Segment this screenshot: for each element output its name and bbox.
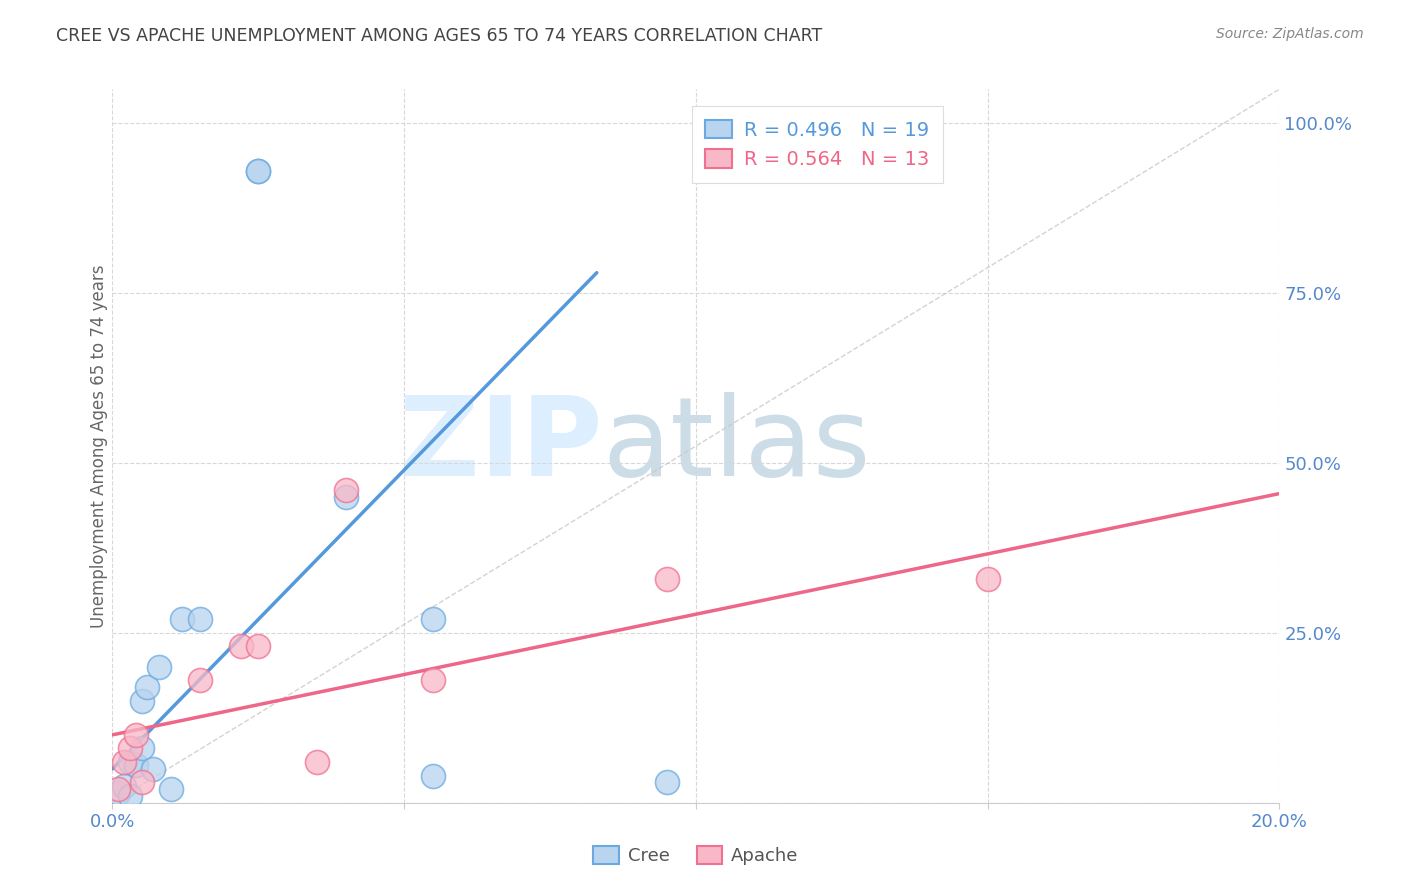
Text: ZIP: ZIP [399, 392, 603, 500]
Point [125, 728, 148, 742]
Point [305, 755, 328, 769]
Point [112, 755, 135, 769]
Point [655, 572, 678, 586]
Point [247, 163, 270, 178]
Point [131, 775, 153, 789]
Point [247, 640, 270, 654]
Point [335, 490, 357, 504]
Point [160, 782, 183, 797]
Point [118, 741, 141, 756]
Point [335, 483, 357, 498]
Legend: Cree, Apache: Cree, Apache [586, 839, 806, 872]
Point [142, 762, 165, 776]
Point [188, 612, 211, 626]
Point [131, 694, 153, 708]
Text: atlas: atlas [603, 392, 872, 500]
Point [422, 769, 444, 783]
Point [148, 660, 170, 674]
Point [118, 755, 141, 769]
Point [655, 775, 678, 789]
Point [118, 789, 141, 803]
Point [422, 612, 444, 626]
Text: CREE VS APACHE UNEMPLOYMENT AMONG AGES 65 TO 74 YEARS CORRELATION CHART: CREE VS APACHE UNEMPLOYMENT AMONG AGES 6… [56, 27, 823, 45]
Point [247, 163, 270, 178]
Y-axis label: Unemployment Among Ages 65 to 74 years: Unemployment Among Ages 65 to 74 years [90, 264, 108, 628]
Point [107, 786, 129, 800]
Text: Source: ZipAtlas.com: Source: ZipAtlas.com [1216, 27, 1364, 41]
Point [229, 640, 252, 654]
Point [107, 782, 129, 797]
Point [976, 572, 998, 586]
Point [112, 779, 135, 793]
Point [172, 612, 194, 626]
Point [136, 680, 159, 694]
Point [125, 758, 148, 772]
Point [188, 673, 211, 688]
Point [131, 741, 153, 756]
Point [422, 673, 444, 688]
